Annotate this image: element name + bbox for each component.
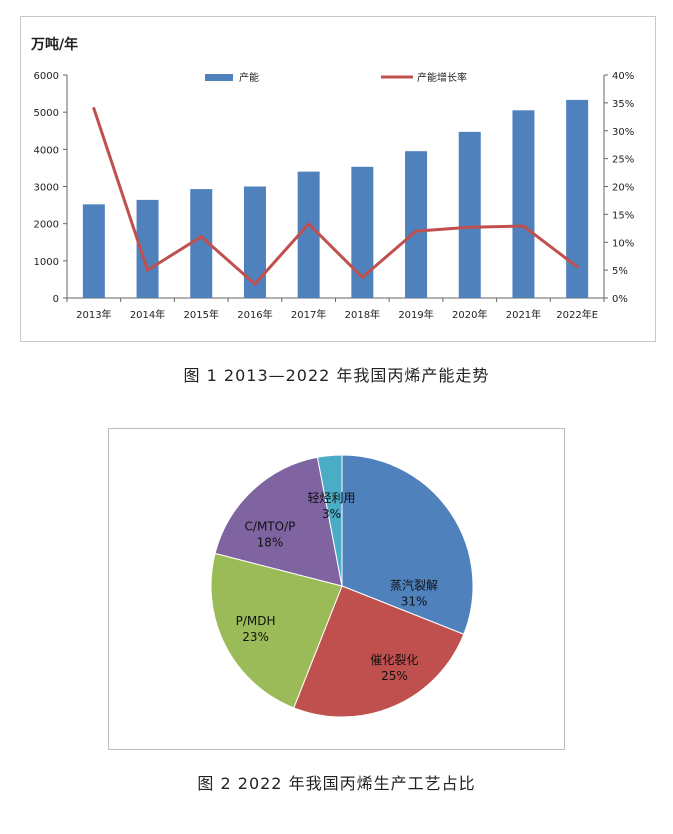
legend-label-growth: 产能增长率 <box>417 71 467 84</box>
growth-rate-point <box>253 282 257 286</box>
pie-slice-label: 蒸汽裂解 <box>390 578 438 593</box>
x-tick-label: 2022年E <box>556 308 598 321</box>
right-tick-label: 25% <box>612 155 634 166</box>
legend-swatch-capacity <box>205 74 233 81</box>
growth-rate-point <box>468 225 472 229</box>
growth-rate-point <box>146 268 150 272</box>
capacity-bar <box>351 166 374 298</box>
growth-rate-point <box>199 235 203 239</box>
capacity-bar <box>243 186 266 298</box>
right-tick-label: 0% <box>612 294 628 305</box>
right-tick-label: 20% <box>612 183 634 194</box>
left-tick-label: 0 <box>53 294 59 305</box>
pie-slice <box>210 552 343 709</box>
pie-slice-label: P/MDH <box>236 614 276 628</box>
x-tick-label: 2019年 <box>398 308 433 321</box>
right-tick-label: 5% <box>612 266 628 277</box>
growth-rate-point <box>414 229 418 233</box>
left-tick-label: 6000 <box>34 71 59 82</box>
growth-rate-point <box>92 106 96 110</box>
capacity-bar <box>190 189 213 298</box>
capacity-bar <box>82 204 105 298</box>
growth-rate-point <box>360 275 364 279</box>
growth-rate-point <box>575 265 579 269</box>
right-tick-label: 15% <box>612 210 634 221</box>
capacity-bar <box>297 171 320 298</box>
pie-slice-percent: 18% <box>257 536 284 550</box>
left-tick-label: 4000 <box>34 145 59 156</box>
x-tick-label: 2017年 <box>291 308 326 321</box>
left-tick-label: 2000 <box>34 220 59 231</box>
pie-slice-percent: 25% <box>381 669 408 683</box>
x-tick-label: 2016年 <box>237 308 272 321</box>
x-tick-label: 2015年 <box>184 308 219 321</box>
pie-slice-percent: 23% <box>242 630 269 644</box>
figure1-caption: 图 1 2013—2022 年我国丙烯产能走势 <box>183 366 490 385</box>
pie-slice <box>293 585 465 718</box>
unit-label: 万吨/年 <box>30 36 78 53</box>
x-tick-label: 2020年 <box>452 308 487 321</box>
x-tick-label: 2013年 <box>76 308 111 321</box>
right-tick-label: 30% <box>612 127 634 138</box>
capacity-bar <box>566 99 589 298</box>
pie-slice <box>341 454 474 635</box>
right-tick-label: 40% <box>612 71 634 82</box>
left-tick-label: 1000 <box>34 257 59 268</box>
pie-slice <box>214 456 343 587</box>
capacity-bar <box>405 151 428 298</box>
x-tick-label: 2014年 <box>130 308 165 321</box>
pie-slice-label: 轻烃利用 <box>308 491 356 505</box>
process-share-pie-chart: 蒸汽裂解 31% 催化裂化 25% P/MDH 23% C/MTO/P 18% 轻烃利用 3% <box>210 454 474 718</box>
left-tick-label: 3000 <box>34 183 59 194</box>
pie-slice <box>316 454 343 587</box>
capacity-bar <box>136 199 159 298</box>
pie-slice-label: 催化裂化 <box>370 653 418 667</box>
pie-slice-percent: 31% <box>401 595 428 609</box>
production-capacity-chart: 万吨/年 0 1000 2000 3000 4000 5000 6000 0% 5% 10% 15%… <box>30 36 634 321</box>
figure2-caption: 图 2 2022 年我国丙烯生产工艺占比 <box>197 774 476 793</box>
right-tick-label: 35% <box>612 99 634 110</box>
growth-rate-point <box>521 224 525 228</box>
pie-slice-label: C/MTO/P <box>245 520 296 534</box>
growth-rate-point <box>307 222 311 226</box>
legend-label-capacity: 产能 <box>239 71 259 84</box>
pie-slice-percent: 3% <box>322 507 341 521</box>
x-tick-label: 2021年 <box>506 308 541 321</box>
capacity-bar <box>512 110 535 298</box>
left-tick-label: 5000 <box>34 108 59 119</box>
capacity-bar <box>458 131 481 298</box>
right-tick-label: 10% <box>612 238 634 249</box>
chart1-frame: 万吨/年 0 1000 2000 3000 4000 5000 6000 0% 5% 10% 15%… <box>20 16 656 342</box>
growth-rate-line <box>92 107 579 286</box>
chart2-frame: 蒸汽裂解 31% 催化裂化 25% P/MDH 23% C/MTO/P 18% 轻烃利用 3% <box>108 428 565 750</box>
x-tick-label: 2018年 <box>345 308 380 321</box>
